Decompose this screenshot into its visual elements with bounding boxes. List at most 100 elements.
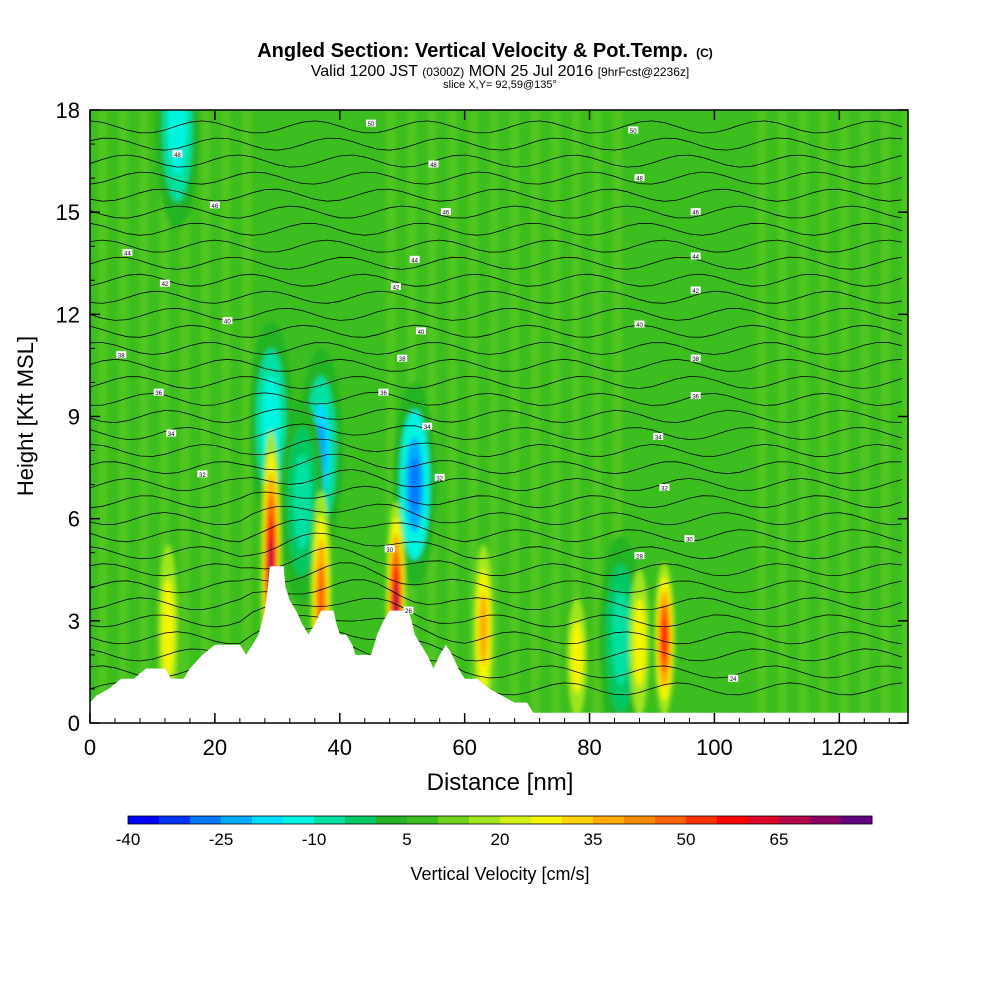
theta-label-text: 38 <box>118 354 125 360</box>
colorbar-tick-label: 5 <box>402 830 411 849</box>
theta-contour-label: 36 <box>378 388 389 397</box>
theta-contour-label: 40 <box>634 320 645 329</box>
colorbar-swatch <box>655 816 687 824</box>
colorbar-tick-label: 20 <box>491 830 510 849</box>
colorbar-swatch <box>252 816 284 824</box>
colorbar-swatch <box>841 816 873 824</box>
theta-contour-label: 50 <box>365 119 376 128</box>
x-axis-label: Distance [nm] <box>427 769 574 796</box>
colorbar-swatch <box>810 816 842 824</box>
field-streak <box>736 110 746 723</box>
theta-contours <box>90 120 902 696</box>
theta-contour <box>90 171 902 185</box>
colorbar-tick-label: -40 <box>116 830 141 849</box>
theta-contour-label: 30 <box>384 545 395 554</box>
colorbar-swatch <box>686 816 718 824</box>
theta-label-text: 40 <box>636 323 643 329</box>
valid-date: MON 25 Jul 2016 <box>469 63 594 80</box>
theta-label-text: 46 <box>443 211 450 217</box>
updraft-core <box>479 592 488 666</box>
field-streak <box>839 110 849 723</box>
theta-label-bg <box>172 150 183 158</box>
theta-contour-label: 36 <box>690 392 701 401</box>
field-streak <box>159 110 169 723</box>
theta-label-bg <box>378 388 389 396</box>
theta-contour-label: 48 <box>428 160 439 169</box>
theta-contour-label: 46 <box>209 201 220 210</box>
theta-label-text: 38 <box>692 357 699 363</box>
colorbar: -40 -25 -10 5 20 35 50 65 <box>116 815 873 849</box>
field-streak <box>572 110 581 723</box>
theta-label-bg <box>422 422 433 430</box>
y-axis-label: Height [Kft MSL] <box>13 336 38 496</box>
x-tick-label: 40 <box>328 735 352 760</box>
theta-contour-label: 40 <box>222 317 233 326</box>
theta-label-bg <box>684 535 695 543</box>
colorbar-swatch <box>779 816 811 824</box>
theta-contour <box>90 137 902 151</box>
colorbar-tick-label: 50 <box>677 830 696 849</box>
theta-contour-label: 34 <box>166 429 177 438</box>
theta-contour <box>90 597 902 628</box>
theta-contour <box>90 290 902 304</box>
field-streak <box>757 110 767 723</box>
theta-label-bg <box>390 283 401 291</box>
theta-contour <box>90 485 902 509</box>
theta-contour-label: 34 <box>422 422 433 431</box>
y-tick-label: 12 <box>56 302 80 327</box>
y-tick-label: 15 <box>56 200 80 225</box>
x-tick-label: 80 <box>577 735 601 760</box>
field-streak <box>592 110 602 723</box>
theta-label-bg <box>403 606 414 614</box>
theta-contour <box>90 205 902 219</box>
field-streak <box>180 110 190 723</box>
field-streak <box>118 110 128 723</box>
colorbar-swatch <box>314 816 346 824</box>
colorbar-swatch <box>283 816 315 824</box>
theta-label-text: 26 <box>405 609 412 615</box>
theta-label-text: 44 <box>692 255 699 261</box>
theta-label-text: 44 <box>411 258 418 264</box>
field-streak <box>98 110 107 723</box>
theta-contour <box>90 532 902 560</box>
theta-label-bg <box>634 552 645 560</box>
colorbar-swatch <box>128 816 160 824</box>
x-tick-label: 60 <box>452 735 476 760</box>
theta-contour-label: 26 <box>403 606 414 615</box>
theta-contour-label: 30 <box>684 535 695 544</box>
forecast-info: [9hrFcst@2236z] <box>598 65 690 79</box>
theta-label-text: 34 <box>424 425 431 431</box>
theta-label-bg <box>222 317 233 325</box>
field-streak <box>242 110 252 723</box>
theta-label-text: 48 <box>430 163 437 169</box>
zulu-time: (0300Z) <box>422 65 464 79</box>
theta-contour-labels: 50 50 48 48 48 46 46 46 44 44 44 42 42 42 40 40 40 38 38 38… <box>116 119 739 683</box>
field-streak <box>221 110 231 723</box>
theta-label-bg <box>122 249 133 257</box>
theta-label-bg <box>690 208 701 216</box>
theta-label-bg <box>384 545 395 553</box>
x-tick-label: 120 <box>821 735 858 760</box>
field-streak <box>530 110 540 723</box>
theta-contour <box>90 342 902 355</box>
theta-label-bg <box>166 429 177 437</box>
colorbar-tick-label: -10 <box>302 830 327 849</box>
theta-contour <box>90 546 902 577</box>
theta-label-text: 36 <box>155 391 162 397</box>
y-tick-label: 18 <box>56 98 80 123</box>
theta-contour-label: 42 <box>390 283 401 292</box>
theta-label-text: 46 <box>212 204 219 210</box>
field-streak <box>798 110 808 723</box>
theta-contour-label: 24 <box>728 674 739 683</box>
theta-contour-label: 44 <box>690 252 701 261</box>
colorbar-label: Vertical Velocity [cm/s] <box>410 864 589 884</box>
theta-label-bg <box>159 279 170 287</box>
theta-contour <box>90 256 902 270</box>
colorbar-frame <box>127 815 873 825</box>
downdraft-region <box>172 110 183 155</box>
x-tick-label: 100 <box>696 735 733 760</box>
theta-contour-label: 32 <box>434 473 445 482</box>
theta-label-text: 36 <box>380 391 387 397</box>
theta-label-bg <box>628 126 639 134</box>
